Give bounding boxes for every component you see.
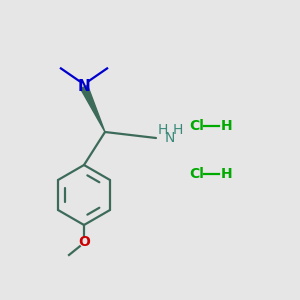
Text: Cl: Cl	[189, 167, 204, 181]
Text: Cl: Cl	[189, 119, 204, 133]
Polygon shape	[80, 85, 105, 132]
Text: N: N	[78, 79, 90, 94]
Text: N: N	[164, 131, 175, 145]
Text: H: H	[220, 119, 232, 133]
Text: H: H	[173, 123, 183, 136]
Text: H: H	[158, 123, 168, 136]
Text: O: O	[78, 235, 90, 248]
Text: H: H	[220, 167, 232, 181]
